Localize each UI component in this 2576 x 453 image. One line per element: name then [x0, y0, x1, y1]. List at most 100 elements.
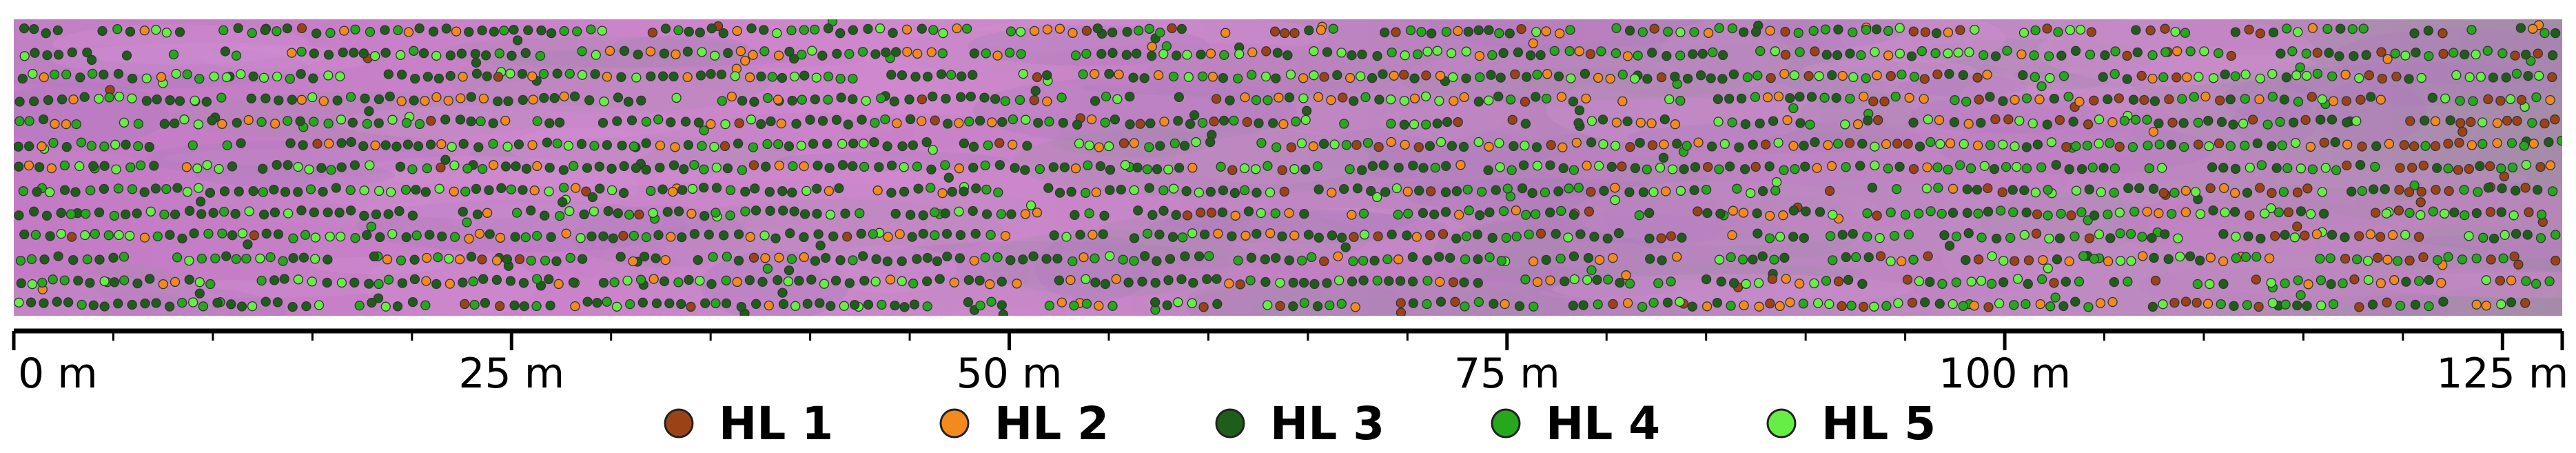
plant-marker [190, 96, 199, 105]
plant-marker [1220, 50, 1229, 59]
plant-marker [1262, 47, 1271, 56]
plant-marker [1195, 252, 1204, 261]
plant-marker [218, 229, 227, 238]
plant-marker [1322, 279, 1331, 288]
plant-marker [2341, 70, 2350, 79]
plant-marker [1956, 161, 1965, 170]
plant-marker [297, 47, 306, 56]
plant-marker [351, 234, 360, 243]
plant-marker [311, 233, 320, 242]
plant-marker [1905, 93, 1914, 102]
plant-marker [2545, 277, 2554, 286]
plant-marker [768, 72, 777, 81]
plant-marker [799, 162, 808, 171]
plant-marker [2376, 232, 2385, 241]
plant-marker [14, 211, 23, 220]
plant-marker [986, 230, 995, 239]
plant-marker [2551, 256, 2560, 265]
plant-marker [1770, 47, 1779, 56]
plant-marker [1970, 301, 1979, 310]
plant-marker [2192, 299, 2201, 308]
plant-marker [883, 257, 892, 266]
plant-marker [327, 165, 336, 174]
plant-marker [54, 50, 63, 59]
plant-marker [2214, 49, 2223, 58]
plant-marker [2110, 164, 2119, 173]
plant-marker [651, 254, 660, 263]
plant-marker [1085, 141, 1094, 150]
plant-marker [49, 139, 58, 148]
plant-marker [1301, 116, 1310, 125]
plant-marker [1532, 28, 1541, 37]
plant-marker [1055, 24, 1064, 33]
plant-marker [1199, 303, 1208, 312]
plant-marker [2115, 142, 2124, 151]
plant-marker [1263, 161, 1272, 170]
plant-marker [806, 115, 815, 124]
plant-marker [1732, 184, 1741, 193]
plant-marker [1566, 26, 1575, 34]
plant-marker [369, 252, 378, 261]
plant-marker [1848, 28, 1857, 37]
plant-marker [95, 255, 104, 264]
plant-marker [545, 119, 554, 128]
plant-marker [1775, 92, 1783, 101]
plant-marker [529, 95, 538, 104]
plant-marker [785, 266, 794, 275]
plant-marker [1932, 29, 1941, 38]
plant-marker [221, 47, 229, 56]
plant-marker [256, 254, 265, 263]
plant-marker [2116, 229, 2125, 238]
plant-marker [1464, 27, 1473, 36]
plant-marker [2302, 71, 2311, 80]
plant-marker [642, 233, 651, 242]
plant-marker [1502, 233, 1511, 242]
plant-marker [64, 298, 73, 307]
plant-marker [666, 118, 675, 127]
plant-marker [296, 117, 305, 125]
plant-marker [2219, 230, 2228, 239]
plant-marker [684, 141, 693, 150]
plant-marker [249, 72, 258, 81]
plant-marker [1675, 297, 1684, 306]
plant-marker [1384, 276, 1393, 285]
plant-marker [848, 74, 857, 83]
plant-marker [123, 51, 132, 60]
plant-marker [467, 117, 476, 126]
plant-marker [2084, 120, 2093, 129]
plant-marker [845, 50, 854, 59]
plant-marker [2278, 141, 2287, 150]
plant-marker [309, 208, 318, 217]
plant-marker [1834, 139, 1843, 148]
plant-marker [558, 198, 567, 207]
plant-marker [274, 230, 283, 239]
plant-marker [1909, 118, 1918, 127]
plant-marker [933, 256, 942, 265]
plant-marker [1795, 48, 1804, 57]
plant-marker [1716, 209, 1725, 218]
plant-marker [160, 119, 169, 128]
plant-marker [1984, 207, 1993, 216]
plant-marker [752, 299, 761, 308]
plant-marker [741, 188, 750, 197]
plant-marker [30, 97, 39, 106]
plant-marker [2510, 252, 2519, 261]
plant-marker [2065, 26, 2074, 34]
plant-marker [126, 163, 135, 172]
plant-marker [1980, 161, 1989, 170]
plant-marker [1611, 141, 1620, 150]
plant-marker [2417, 188, 2426, 197]
plant-marker [409, 96, 418, 105]
plant-marker [682, 117, 691, 126]
plant-marker [1054, 276, 1063, 285]
plant-marker [2145, 164, 2154, 173]
plant-marker [2533, 49, 2542, 58]
plant-marker [1113, 94, 1122, 103]
plant-marker [444, 97, 453, 105]
plant-marker [998, 118, 1007, 127]
plant-marker [2046, 302, 2055, 311]
plant-marker [219, 26, 228, 34]
plant-marker [1145, 24, 1154, 33]
plant-marker [38, 278, 47, 287]
plant-marker [1759, 187, 1768, 196]
